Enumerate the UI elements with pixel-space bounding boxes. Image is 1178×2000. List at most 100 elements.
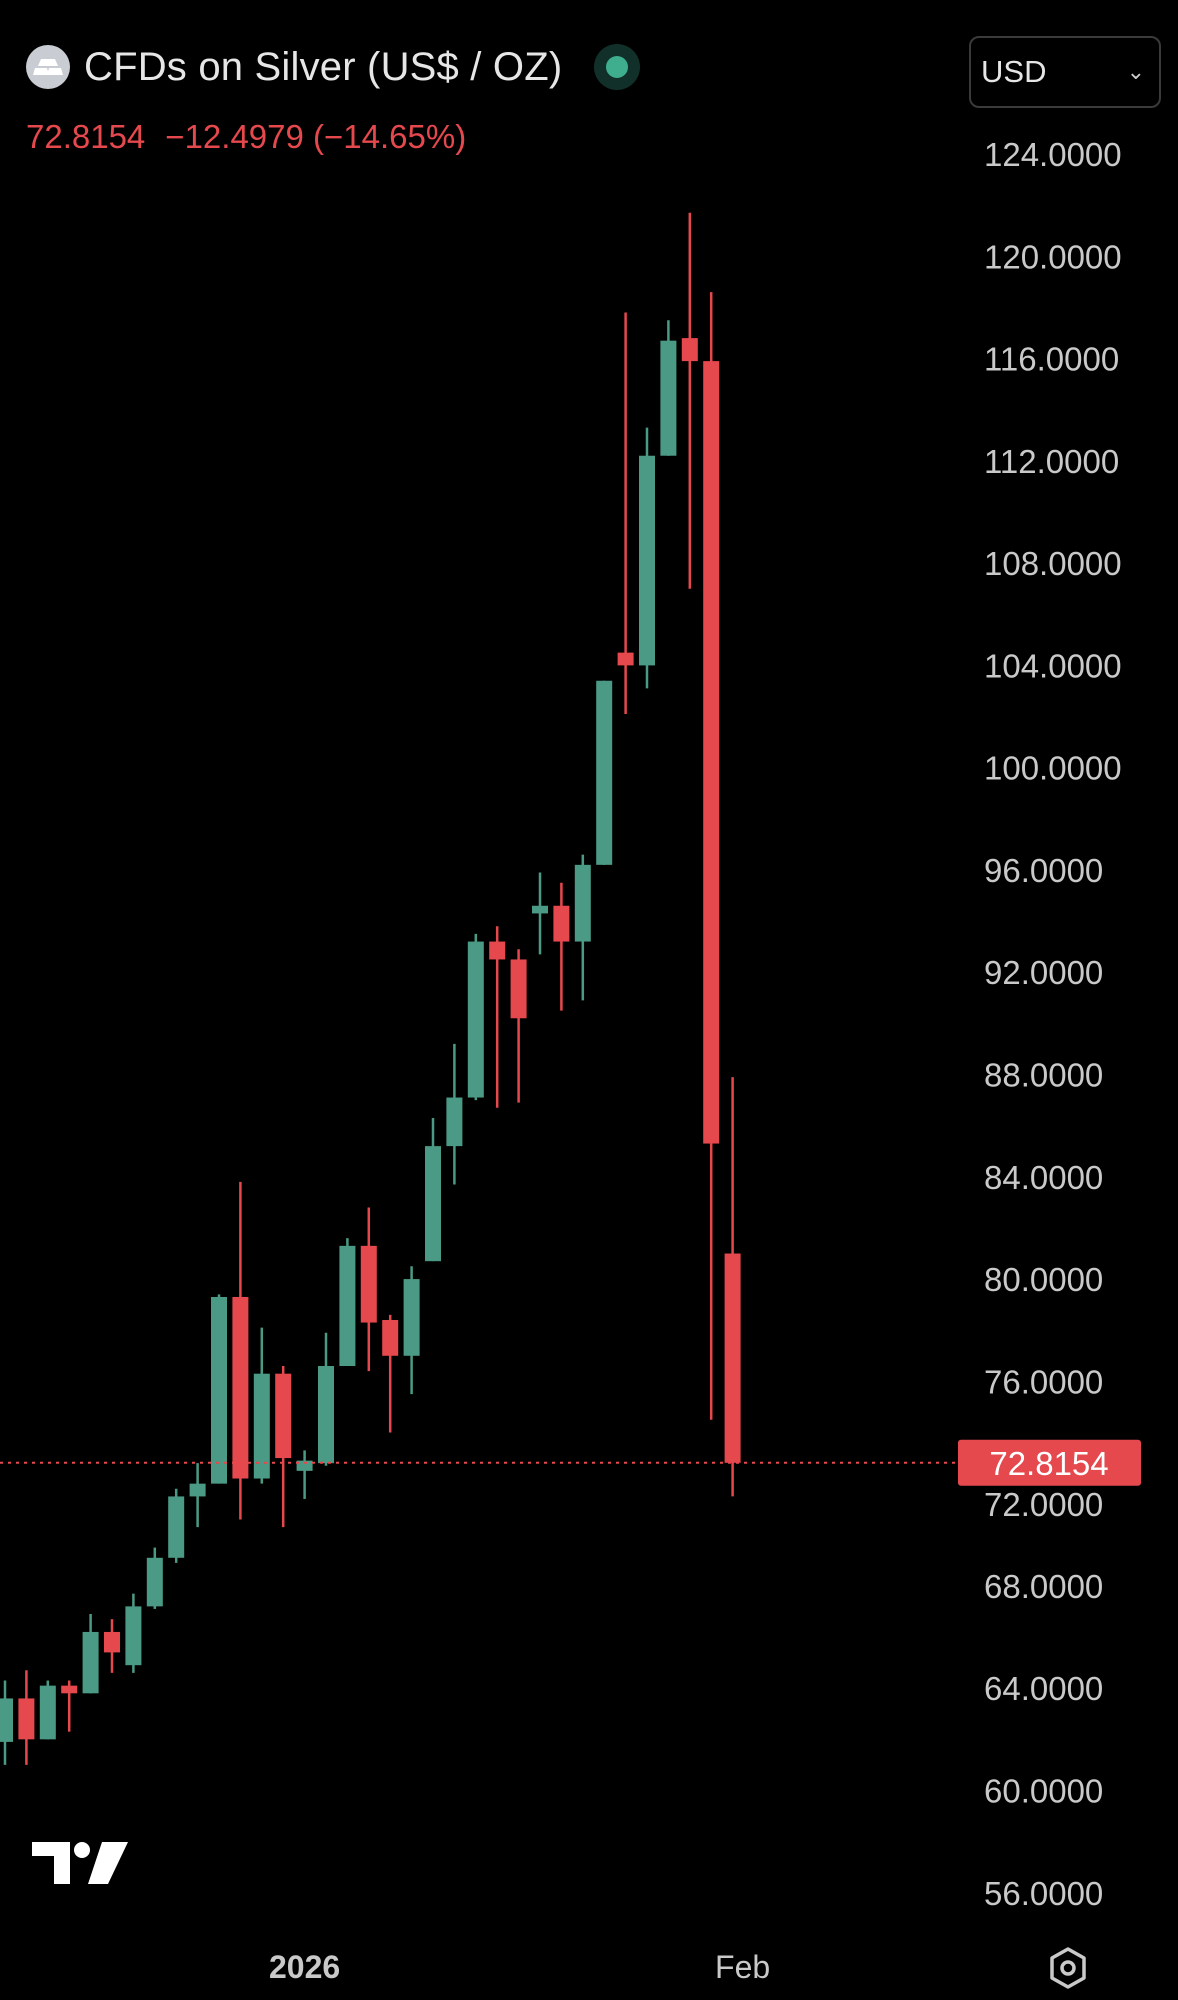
candle-body: [532, 905, 548, 914]
candle[interactable]: [39, 1680, 56, 1740]
candle[interactable]: [617, 312, 634, 714]
candle-body: [703, 361, 720, 1144]
candle[interactable]: [296, 1450, 313, 1499]
candle[interactable]: [446, 1043, 463, 1185]
candle-body: [360, 1245, 377, 1323]
candle[interactable]: [211, 1294, 227, 1484]
change-value: −12.4979: [165, 118, 304, 155]
candle[interactable]: [125, 1593, 142, 1673]
candle[interactable]: [403, 1266, 420, 1395]
price-tick-label: 68.0000: [984, 1568, 1103, 1605]
candle[interactable]: [168, 1488, 185, 1563]
candle[interactable]: [596, 680, 613, 865]
price-tick-label: 100.0000: [984, 750, 1122, 787]
candle-body: [467, 941, 484, 1098]
candle[interactable]: [532, 872, 548, 955]
candle[interactable]: [275, 1366, 292, 1528]
price-tick-label: 84.0000: [984, 1159, 1103, 1196]
candle[interactable]: [18, 1670, 35, 1765]
candle[interactable]: [360, 1207, 377, 1372]
candle-body: [82, 1631, 99, 1694]
candle-body: [596, 680, 613, 865]
symbol-title[interactable]: CFDs on Silver (US$ / OZ): [84, 44, 563, 89]
candle[interactable]: [0, 1680, 13, 1765]
candle[interactable]: [232, 1181, 249, 1520]
price-tick-label: 112.0000: [984, 443, 1119, 480]
candle[interactable]: [660, 320, 677, 456]
last-price: 72.8154: [26, 118, 146, 155]
candle-body: [339, 1245, 356, 1367]
time-tick-label: 2026: [269, 1949, 340, 1985]
price-tick-label: 56.0000: [984, 1875, 1103, 1912]
price-change: −12.4979 (−14.65%): [165, 118, 466, 156]
candle-body: [18, 1698, 35, 1740]
candle[interactable]: [382, 1314, 399, 1433]
candle-body: [318, 1366, 334, 1464]
price-tick-label: 76.0000: [984, 1363, 1103, 1400]
time-axis[interactable]: 2026 Feb: [269, 1949, 770, 1985]
candle-body: [232, 1296, 249, 1479]
candle-body: [489, 941, 506, 960]
candle[interactable]: [318, 1332, 334, 1466]
candle-body: [61, 1685, 78, 1694]
candle[interactable]: [489, 926, 506, 1108]
candle[interactable]: [104, 1619, 120, 1673]
last-price-label: 72.8154: [989, 1445, 1108, 1482]
silver-bars-icon: [26, 45, 70, 89]
price-tick-label: 60.0000: [984, 1772, 1103, 1809]
candle-body: [125, 1606, 142, 1666]
candle[interactable]: [553, 882, 570, 1011]
candle[interactable]: [146, 1547, 163, 1609]
price-axis[interactable]: 124.0000 120.0000 116.0000 112.0000 108.0000…: [984, 136, 1122, 1912]
candle-body: [104, 1631, 120, 1653]
quote-line: 72.8154 −12.4979 (−14.65%): [26, 118, 466, 156]
symbol-header: CFDs on Silver (US$ / OZ): [26, 44, 641, 90]
candle-body: [275, 1373, 292, 1459]
candle-body: [639, 455, 655, 666]
candle-body: [724, 1253, 741, 1463]
candle[interactable]: [61, 1680, 78, 1732]
candle[interactable]: [425, 1117, 441, 1262]
candle-body: [211, 1296, 227, 1484]
candle[interactable]: [703, 292, 720, 1420]
candle[interactable]: [681, 212, 698, 589]
price-tick-label: 116.0000: [984, 341, 1119, 378]
market-open-status-icon[interactable]: [594, 44, 641, 90]
candle-body: [681, 338, 698, 362]
candle-body: [0, 1698, 13, 1742]
candle[interactable]: [82, 1614, 99, 1694]
candle-body: [189, 1483, 206, 1497]
candle-body: [510, 959, 527, 1019]
candle-body: [446, 1097, 463, 1147]
change-percent: (−14.65%): [313, 118, 467, 155]
candle-body: [382, 1319, 399, 1356]
price-tick-label: 72.0000: [984, 1486, 1103, 1523]
candle[interactable]: [189, 1463, 206, 1528]
candle[interactable]: [253, 1327, 270, 1484]
candle[interactable]: [639, 427, 655, 689]
candle-body: [660, 340, 677, 456]
candles-layer: [0, 212, 741, 1765]
price-tick-label: 80.0000: [984, 1261, 1103, 1298]
candle-body: [296, 1460, 313, 1471]
price-tick-label: 124.0000: [984, 136, 1122, 173]
price-tick-label: 64.0000: [984, 1670, 1103, 1707]
candle-body: [403, 1279, 420, 1356]
candle-body: [39, 1685, 56, 1740]
time-tick-label: Feb: [715, 1949, 770, 1985]
price-tick-label: 88.0000: [984, 1057, 1103, 1094]
candle[interactable]: [339, 1238, 356, 1367]
candle[interactable]: [510, 949, 527, 1103]
tradingview-logo[interactable]: [32, 1838, 128, 1893]
candle[interactable]: [724, 1077, 741, 1497]
price-tick-label: 104.0000: [984, 647, 1122, 684]
last-price-tag: 72.8154: [958, 1439, 1141, 1486]
chart-settings-icon[interactable]: [1046, 1946, 1090, 1995]
candle-body: [574, 864, 591, 942]
candle-body: [253, 1373, 270, 1479]
currency-select[interactable]: USD ⌄: [969, 36, 1161, 108]
price-tick-label: 108.0000: [984, 545, 1122, 582]
candle[interactable]: [467, 933, 484, 1101]
candle[interactable]: [574, 854, 591, 1001]
